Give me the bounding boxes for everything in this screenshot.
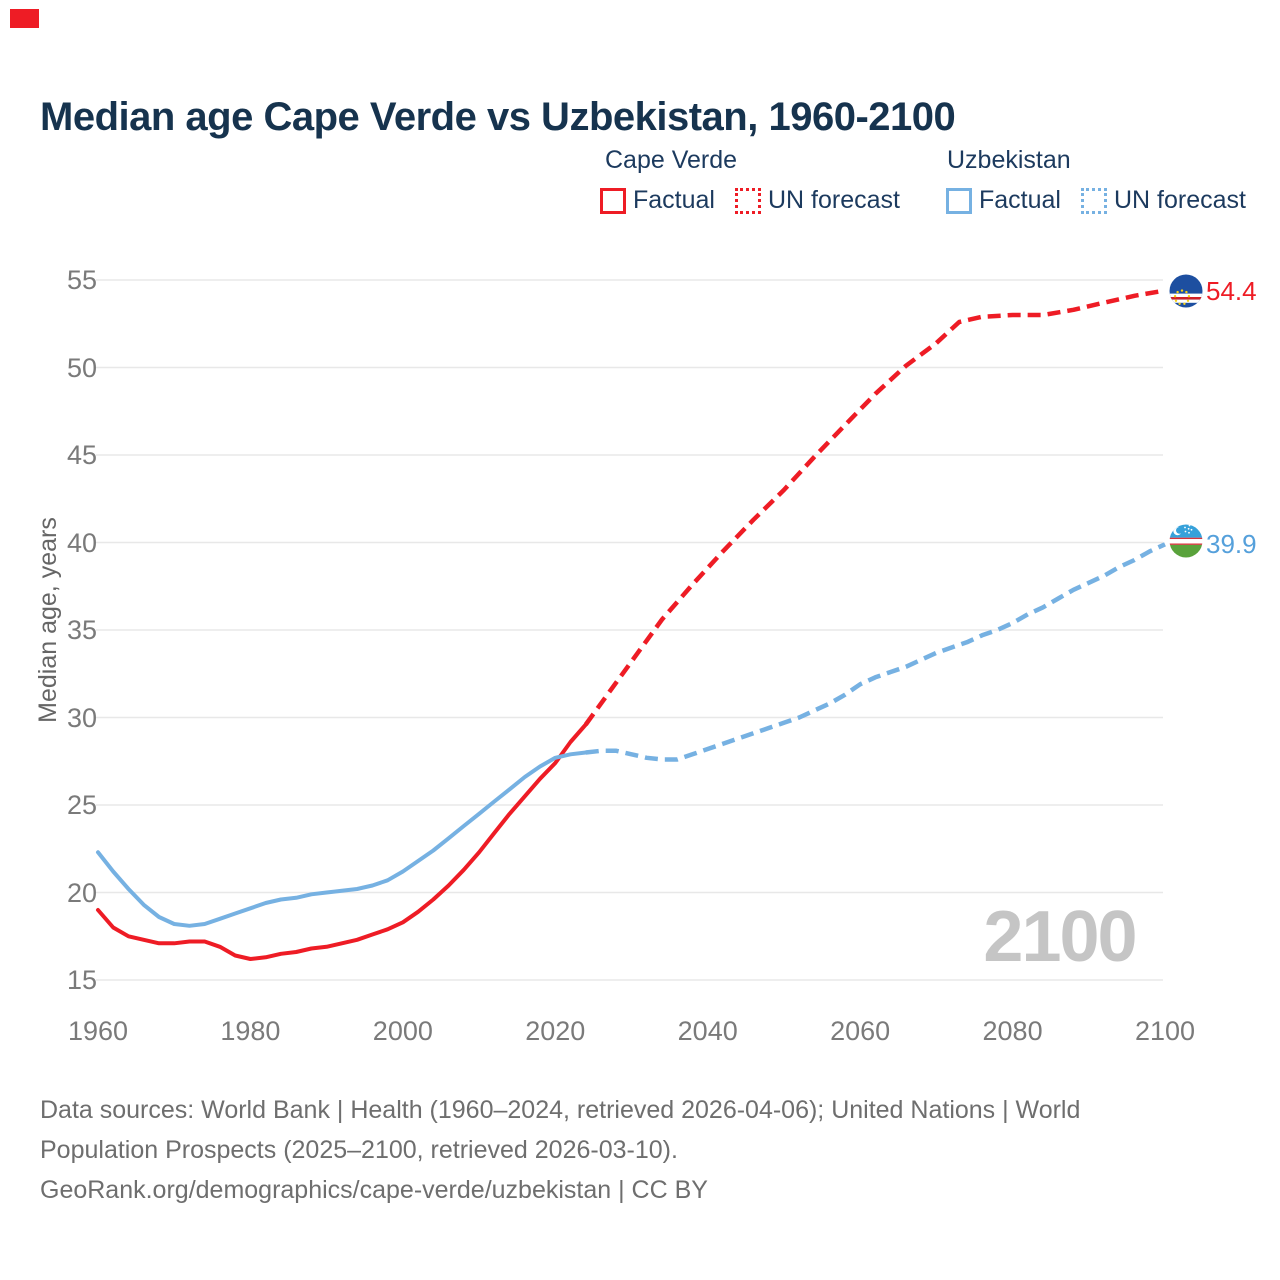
watermark-year: 2100 bbox=[983, 897, 1137, 977]
legend-label: Factual bbox=[979, 186, 1061, 214]
x-tick-label: 2040 bbox=[677, 1016, 738, 1046]
x-tick-label: 2020 bbox=[525, 1016, 586, 1046]
solid-line-swatch-icon bbox=[600, 187, 626, 214]
x-tick-label: 1960 bbox=[67, 1016, 129, 1046]
gridlines bbox=[96, 279, 1163, 981]
legend-row-uzbekistan: Factual UN forecast bbox=[946, 186, 1246, 215]
legend-label: UN forecast bbox=[767, 186, 900, 214]
footer-line: Data sources: World Bank | Health (1960–… bbox=[40, 1096, 1081, 1124]
chart-series bbox=[96, 288, 1166, 961]
y-tick-label: 20 bbox=[66, 877, 97, 908]
y-tick-label: 30 bbox=[66, 702, 97, 733]
series-line bbox=[96, 750, 588, 928]
footer-line: Population Prospects (2025–2100, retriev… bbox=[40, 1136, 678, 1164]
solid-line-swatch-icon bbox=[946, 187, 972, 214]
dotted-line-swatch-icon bbox=[1080, 187, 1107, 214]
x-tick-label: 2060 bbox=[830, 1016, 891, 1046]
x-tick-label: 2080 bbox=[982, 1016, 1043, 1046]
legend-item-cv-factual: Factual bbox=[600, 186, 715, 215]
y-tick-label: 35 bbox=[66, 615, 97, 645]
legend-item-uz-factual: Factual bbox=[946, 186, 1061, 215]
data-sources-note: Data sources: World Bank | Health (1960–… bbox=[40, 1090, 1250, 1210]
y-tick-label: 25 bbox=[66, 790, 97, 820]
page-title: Median age Cape Verde vs Uzbekistan, 196… bbox=[40, 94, 956, 139]
dotted-line-swatch-icon bbox=[734, 187, 761, 214]
legend-group-title-uzbekistan: Uzbekistan bbox=[947, 146, 1071, 174]
uzbekistan-flag-icon bbox=[1169, 524, 1203, 558]
end-value-label-uzbekistan: 39.9 bbox=[1206, 529, 1257, 559]
x-tick-label: 1980 bbox=[220, 1016, 281, 1046]
legend-group-title-cape-verde: Cape Verde bbox=[605, 146, 738, 174]
series-line bbox=[583, 288, 1166, 726]
legend-row-cape-verde: Factual UN forecast bbox=[600, 186, 900, 215]
corner-marker bbox=[10, 9, 39, 28]
y-tick-label: 45 bbox=[66, 440, 97, 470]
end-value-label-cape-verde: 54.4 bbox=[1206, 276, 1257, 306]
legend-item-cv-forecast: UN forecast bbox=[734, 186, 900, 215]
y-tick-label: 55 bbox=[66, 265, 97, 295]
cape-verde-flag-icon bbox=[1169, 274, 1203, 308]
legend-label: UN forecast bbox=[1113, 186, 1246, 214]
series-line bbox=[96, 722, 588, 961]
x-tick-label: 2100 bbox=[1134, 1016, 1196, 1046]
legend-item-uz-forecast: UN forecast bbox=[1080, 186, 1246, 215]
footer-line: GeoRank.org/demographics/cape-verde/uzbe… bbox=[40, 1176, 708, 1204]
series-line bbox=[585, 542, 1166, 762]
y-tick-label: 50 bbox=[66, 352, 97, 383]
legend-label: Factual bbox=[633, 186, 715, 214]
y-tick-label: 15 bbox=[66, 965, 97, 995]
x-tick-label: 2000 bbox=[372, 1016, 433, 1046]
y-tick-label: 40 bbox=[66, 527, 97, 558]
